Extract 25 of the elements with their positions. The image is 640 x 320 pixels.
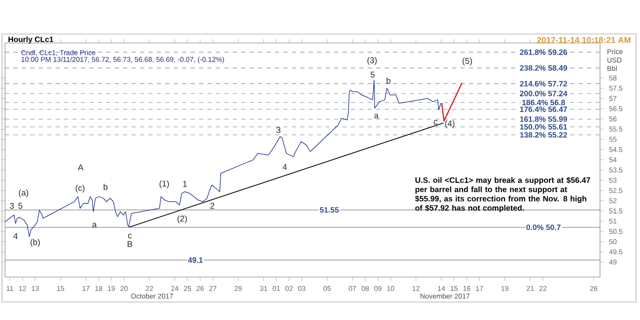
text: 2017-11-14 10:18:21 AM xyxy=(537,37,630,43)
annotation: c xyxy=(128,234,132,238)
annotation: (3) xyxy=(367,57,377,65)
annotation: c xyxy=(434,120,438,125)
annotation: 2 xyxy=(210,202,214,209)
annotation: a xyxy=(374,114,379,118)
annotation: 5 xyxy=(18,202,22,209)
annotation: (b) xyxy=(30,238,40,247)
annotation: 3 xyxy=(276,126,280,133)
annotation: (a) xyxy=(18,189,28,198)
annotation: (4) xyxy=(445,120,454,128)
annotation: a xyxy=(92,222,97,228)
annotation: 4 xyxy=(13,233,18,239)
annotation: b xyxy=(386,78,390,84)
annotation: (2) xyxy=(178,215,187,224)
annotation: (5) xyxy=(462,58,472,66)
annotation: 1 xyxy=(183,181,187,187)
annotation: A xyxy=(78,164,84,170)
annotation: b xyxy=(104,184,108,190)
annotation: (1) xyxy=(160,180,169,188)
annotation: (c) xyxy=(76,184,85,193)
annotation: 5 xyxy=(370,72,375,78)
annotation: 3 xyxy=(10,202,14,209)
annotation: B xyxy=(128,241,132,247)
annotation: 4 xyxy=(282,164,287,170)
